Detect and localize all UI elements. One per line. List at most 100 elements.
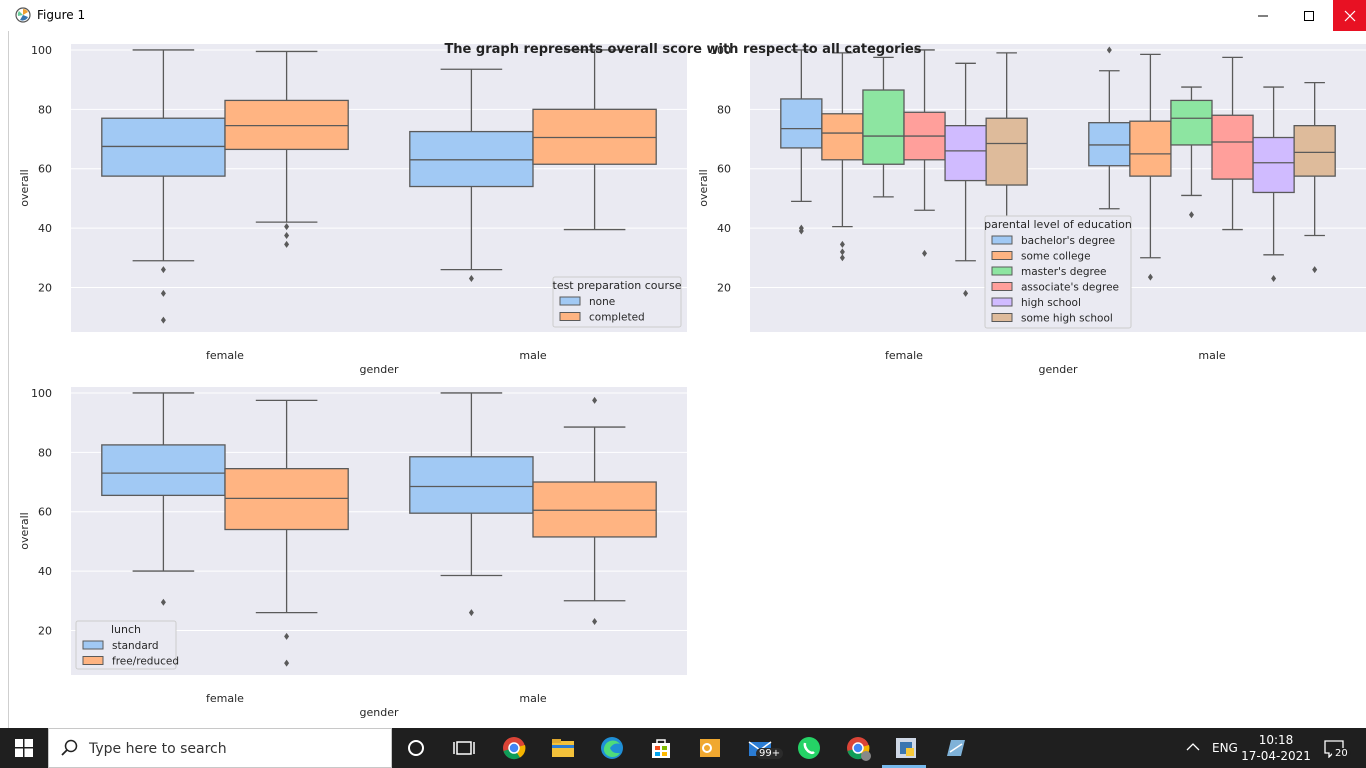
- y-axis-label: overall: [18, 169, 31, 206]
- x-tick-label: male: [519, 692, 547, 705]
- chevron-up-icon[interactable]: [1186, 742, 1200, 752]
- x-axis-label: gender: [360, 363, 399, 376]
- y-tick-label: 60: [38, 506, 52, 519]
- y-tick-label: 20: [717, 281, 731, 294]
- x-tick-label: male: [519, 349, 547, 362]
- clock-time: 10:18: [1258, 733, 1294, 747]
- close-button[interactable]: [1333, 0, 1366, 31]
- y-tick-label: 100: [31, 44, 52, 57]
- outlier-point: [284, 659, 290, 667]
- chrome-icon[interactable]: [500, 734, 528, 762]
- task-view-icon[interactable]: [450, 734, 478, 762]
- x-tick-label: female: [885, 349, 923, 362]
- box-body: [1088, 122, 1131, 167]
- notification-count: 20: [1332, 748, 1351, 759]
- box-body: [821, 113, 864, 161]
- clock[interactable]: 10:18 17-04-2021: [1240, 732, 1312, 764]
- y-tick-label: 40: [38, 565, 52, 578]
- outlier-point: [592, 396, 598, 404]
- legend-swatch: [991, 313, 1013, 322]
- close-icon: [1344, 10, 1355, 21]
- outlier-point: [284, 232, 290, 240]
- box-body: [1293, 124, 1336, 177]
- box-body: [1211, 114, 1254, 180]
- y-tick-label: 80: [38, 446, 52, 459]
- outlier-point: [1147, 273, 1153, 281]
- chrome-profile-icon[interactable]: [844, 734, 872, 762]
- y-tick-label: 40: [38, 222, 52, 235]
- legend: parental level of education bachelor's de…: [984, 215, 1132, 329]
- box-female-0: [101, 49, 226, 324]
- box-male-1: [532, 49, 657, 231]
- taskbar-search-box[interactable]: Type here to search: [48, 728, 392, 768]
- y-tick-label: 60: [38, 163, 52, 176]
- outlier-point: [1188, 211, 1194, 219]
- outlier-point: [592, 618, 598, 626]
- box-female-0: [101, 392, 226, 606]
- y-tick-label: 20: [38, 281, 52, 294]
- box-female-1: [224, 50, 349, 248]
- store-icon[interactable]: [647, 734, 675, 762]
- maximize-icon: [1304, 10, 1314, 21]
- legend-swatch: [82, 640, 104, 650]
- legend-frame: [552, 276, 682, 328]
- window-titlebar: Figure 1: [0, 0, 1366, 31]
- x-tick-label: female: [206, 349, 244, 362]
- chart-1: 20 40 60 80 100 female male gender overall test p…: [18, 44, 687, 376]
- box-female-1: [821, 52, 864, 262]
- legend-entry: none: [589, 296, 615, 308]
- box-male-1: [532, 396, 657, 626]
- matplotlib-icon: [14, 6, 32, 24]
- python-active-indicator: [882, 765, 926, 768]
- y-axis-label: overall: [18, 512, 31, 549]
- box-body: [985, 117, 1028, 186]
- outlier-point: [284, 223, 290, 231]
- legend-swatch: [991, 266, 1013, 276]
- outlier-point: [284, 632, 290, 640]
- outlier-point: [1312, 266, 1318, 274]
- notification-icon[interactable]: [1324, 740, 1344, 758]
- legend-title: parental level of education: [984, 218, 1132, 231]
- y-axis-label: overall: [697, 169, 710, 206]
- legend-swatch: [82, 656, 104, 665]
- outlier-point: [1106, 46, 1112, 54]
- start-button[interactable]: [0, 728, 48, 768]
- charts-svg: 20 40 60 80 100 female male gender overall test p…: [18, 44, 1366, 719]
- search-placeholder: Type here to search: [89, 741, 227, 757]
- file-explorer-icon[interactable]: [549, 734, 577, 762]
- legend-swatch: [991, 282, 1013, 291]
- outlier-point: [468, 609, 474, 617]
- x-tick-label: female: [206, 692, 244, 705]
- y-tick-label: 100: [710, 44, 731, 57]
- outlier-point: [160, 316, 166, 324]
- legend-swatch: [991, 235, 1013, 245]
- outlier-point: [922, 249, 928, 257]
- chart-2: 20 40 60 80 100 female male gender overall parent…: [697, 44, 1366, 376]
- box-body: [409, 130, 534, 188]
- box-body: [1170, 99, 1213, 146]
- maximize-button[interactable]: [1286, 0, 1332, 31]
- box-male-5: [1293, 81, 1336, 274]
- box-body: [224, 467, 349, 531]
- outlook-icon[interactable]: [696, 734, 724, 762]
- notepad-icon[interactable]: [941, 734, 969, 762]
- box-body: [101, 444, 226, 497]
- box-male-3: [1211, 56, 1254, 231]
- legend-title: lunch: [111, 623, 141, 636]
- legend: lunch standard free/reduced: [75, 620, 179, 670]
- clock-date: 17-04-2021: [1241, 749, 1311, 763]
- box-body: [862, 89, 905, 165]
- language-indicator[interactable]: ENG: [1212, 741, 1238, 755]
- box-body: [532, 481, 657, 538]
- minimize-button[interactable]: [1240, 0, 1286, 31]
- windows-logo-icon: [15, 739, 33, 757]
- cortana-icon[interactable]: [402, 734, 430, 762]
- x-tick-label: male: [1198, 349, 1226, 362]
- legend-entry: bachelor's degree: [1021, 235, 1115, 247]
- python-icon[interactable]: [892, 734, 920, 762]
- y-tick-label: 80: [38, 103, 52, 116]
- edge-icon[interactable]: [598, 734, 626, 762]
- legend-entry: master's degree: [1021, 266, 1107, 278]
- whatsapp-icon[interactable]: [795, 734, 823, 762]
- legend-entry: high school: [1021, 297, 1081, 309]
